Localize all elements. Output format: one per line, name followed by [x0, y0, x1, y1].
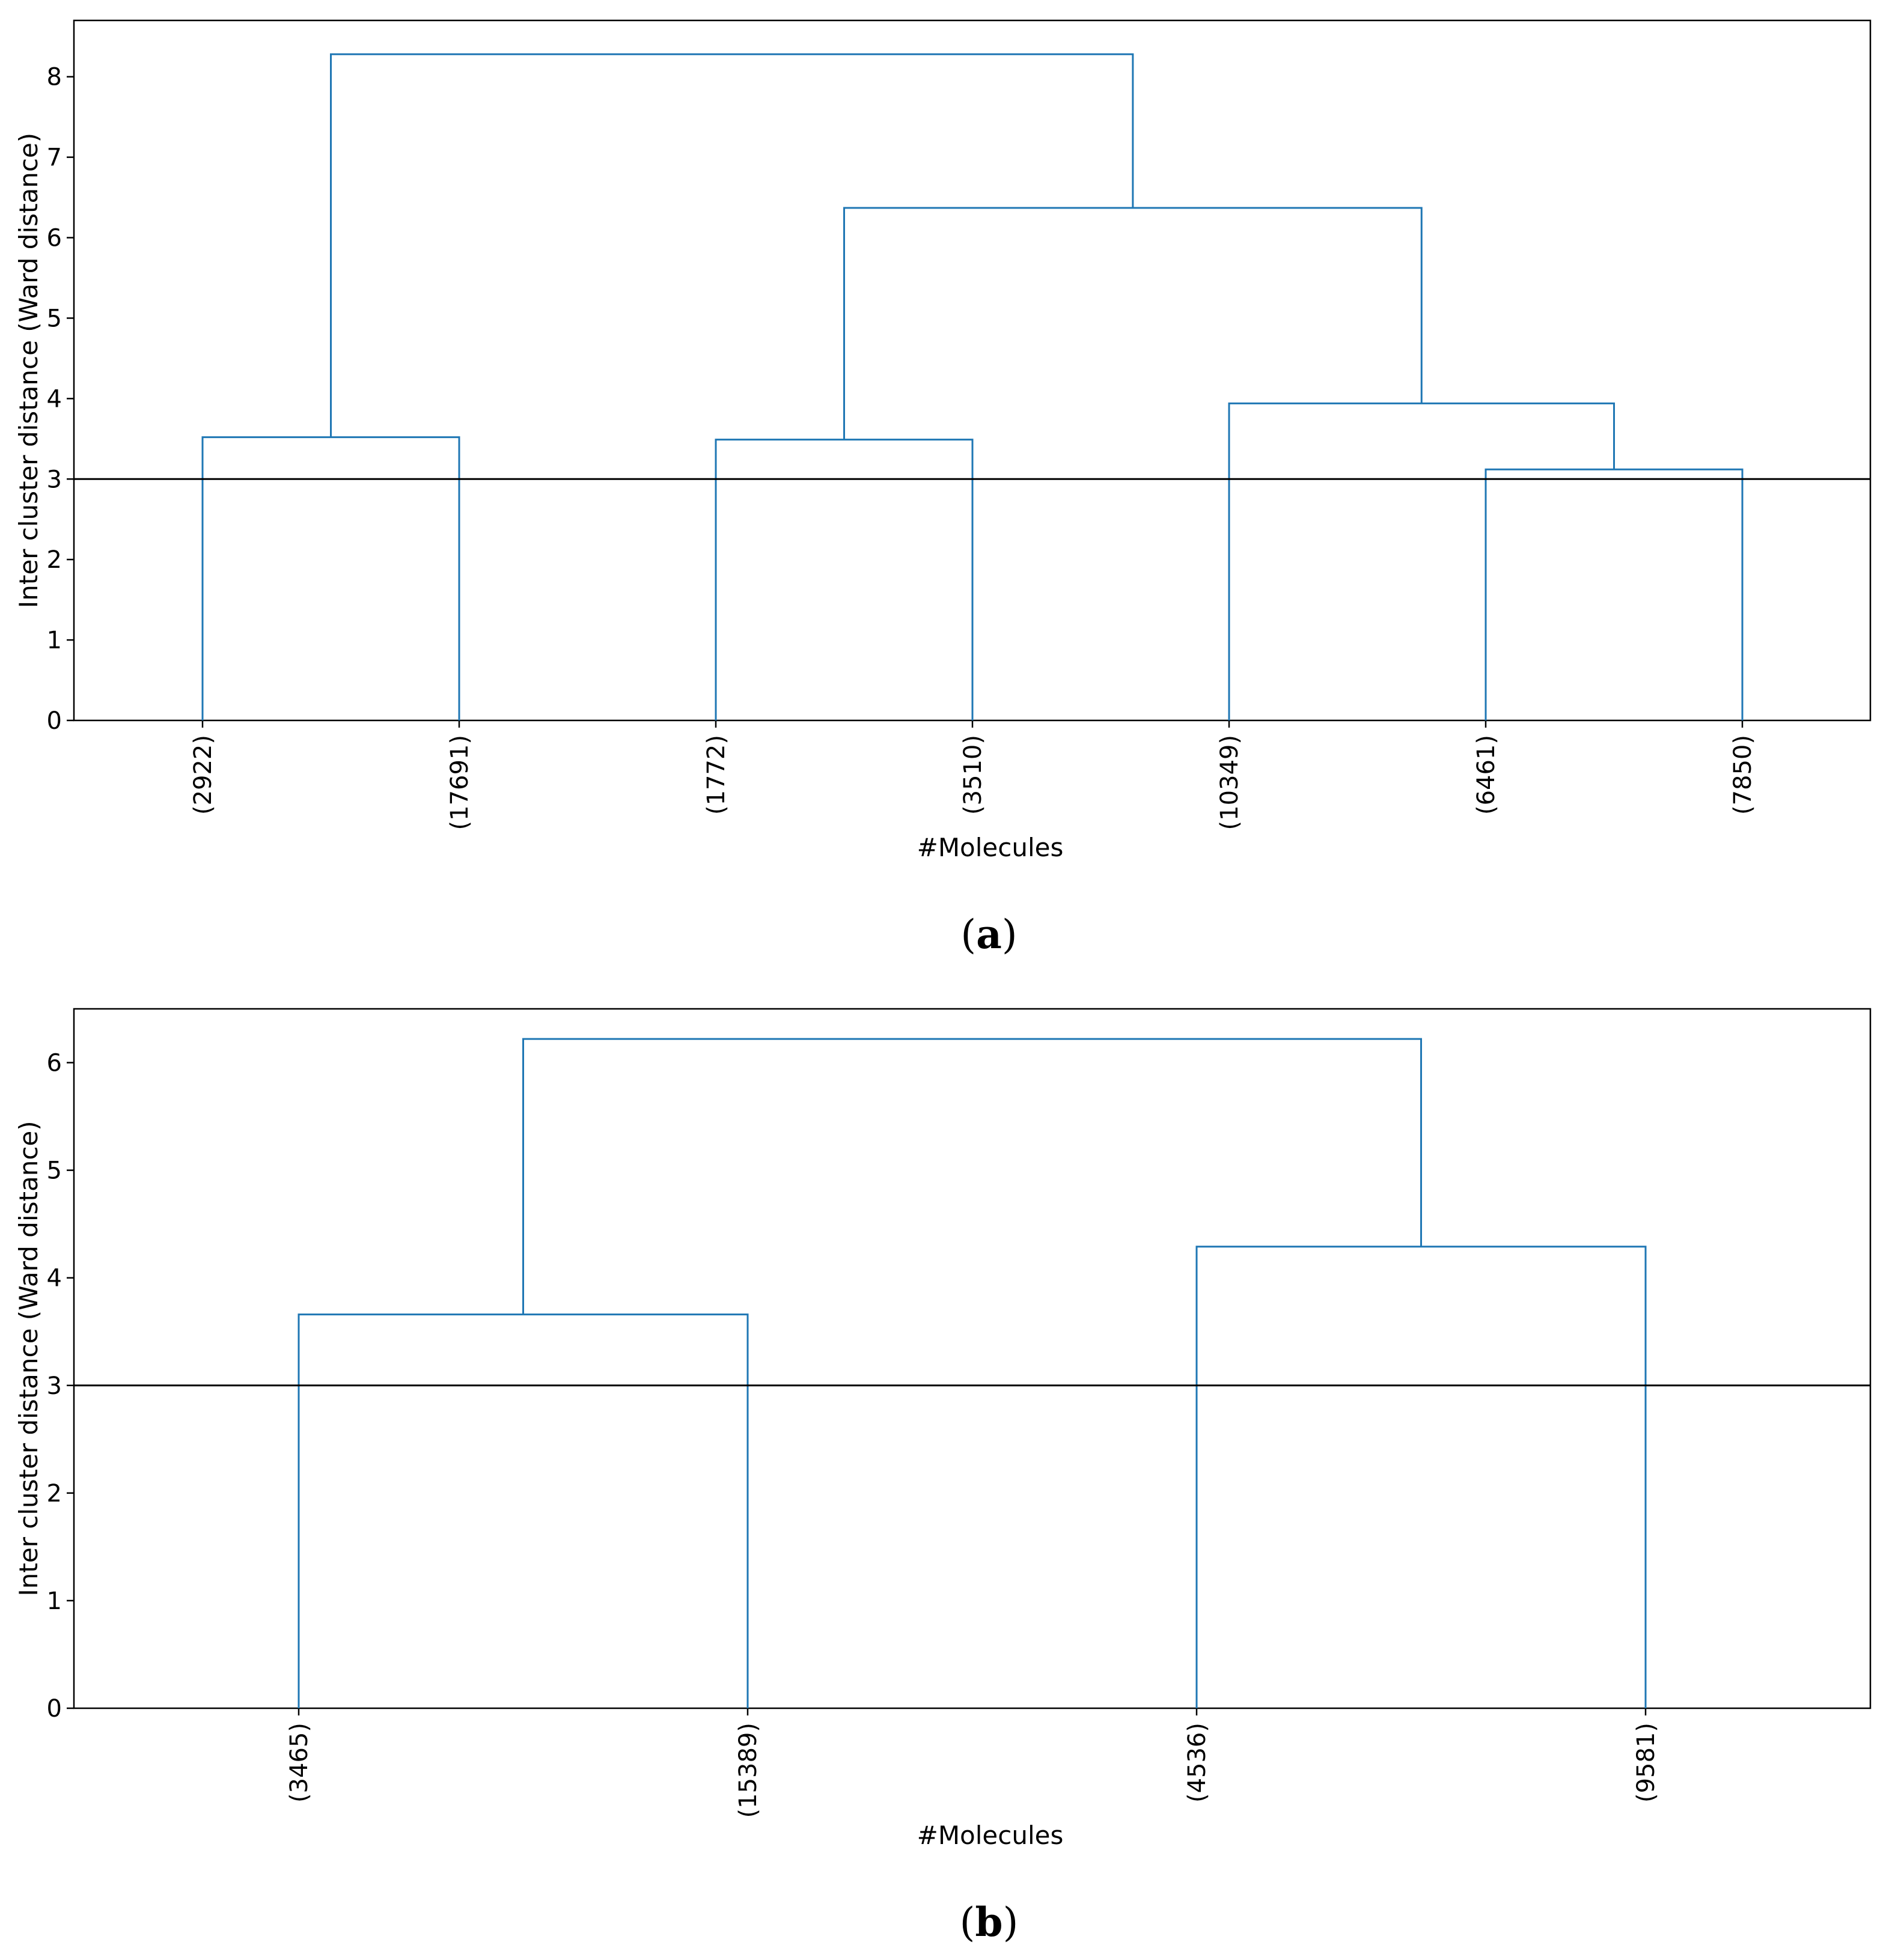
y-tick-label: 1 — [47, 627, 62, 654]
dendrogram-link — [522, 1038, 1422, 1315]
y-tick-label: 8 — [47, 64, 62, 91]
panel-caption: (b) — [960, 1899, 1019, 1946]
y-tick-label: 1 — [47, 1587, 62, 1615]
panel-a: 0 1 2 3 4 5 6 7 8 Inter cluster distance (Ward di… — [14, 19, 1872, 958]
y-tick-label: 7 — [47, 144, 62, 172]
leaf-label: (1772) — [703, 735, 730, 815]
y-tick-label: 3 — [47, 1372, 62, 1400]
y-tick-label: 0 — [47, 1695, 62, 1723]
x-axis-label: #Molecules — [917, 1821, 1064, 1850]
y-axis-label: Inter cluster distance (Ward distance) — [14, 133, 43, 608]
caption-letter: a — [976, 911, 1002, 958]
y-tick-label: 2 — [47, 546, 62, 574]
dendrogram-link — [298, 1313, 749, 1708]
caption-close: ) — [1002, 912, 1018, 958]
dendrogram-link — [1195, 1246, 1647, 1708]
panel-caption: (a) — [960, 911, 1017, 958]
y-tick-label: 6 — [47, 1050, 62, 1077]
y-tick-label: 2 — [47, 1480, 62, 1508]
leaf-label: (3510) — [959, 735, 987, 815]
leaf-label: (4536) — [1183, 1723, 1211, 1803]
panel-b: 0 1 2 3 4 5 6 Inter cluster distance (Ward dist… — [14, 1008, 1872, 1946]
leaf-label: (10349) — [1216, 735, 1243, 830]
leaf-label: (3465) — [285, 1723, 313, 1803]
caption-open: ( — [960, 1899, 975, 1946]
dendrogram-link — [715, 439, 974, 720]
y-tick-label: 5 — [47, 1157, 62, 1185]
y-tick-label: 5 — [47, 305, 62, 332]
leaf-label: (7850) — [1729, 735, 1757, 815]
dendrogram-link — [330, 53, 1134, 437]
dendrogram-link — [1228, 402, 1615, 720]
y-tick-label: 6 — [47, 225, 62, 252]
y-tick-label: 4 — [47, 1265, 62, 1292]
y-tick-label: 0 — [47, 707, 62, 735]
plot-frame — [73, 1008, 1872, 1709]
leaf-label: (6461) — [1472, 735, 1500, 815]
y-tick-label: 3 — [47, 466, 62, 493]
leaf-label: (17691) — [446, 735, 474, 830]
leaf-label: (2922) — [189, 735, 217, 815]
y-axis-label: Inter cluster distance (Ward distance) — [14, 1121, 43, 1596]
dendrogram-link — [201, 436, 460, 720]
y-tick-label: 4 — [47, 385, 62, 413]
x-axis-label: #Molecules — [917, 833, 1064, 862]
caption-open: ( — [960, 912, 976, 958]
dendrogram-link — [1485, 468, 1744, 720]
dendrogram-link — [843, 207, 1423, 440]
caption-letter: b — [975, 1899, 1002, 1946]
leaf-label: (9581) — [1632, 1723, 1660, 1803]
caption-close: ) — [1003, 1899, 1019, 1946]
leaf-label: (15389) — [734, 1723, 762, 1818]
